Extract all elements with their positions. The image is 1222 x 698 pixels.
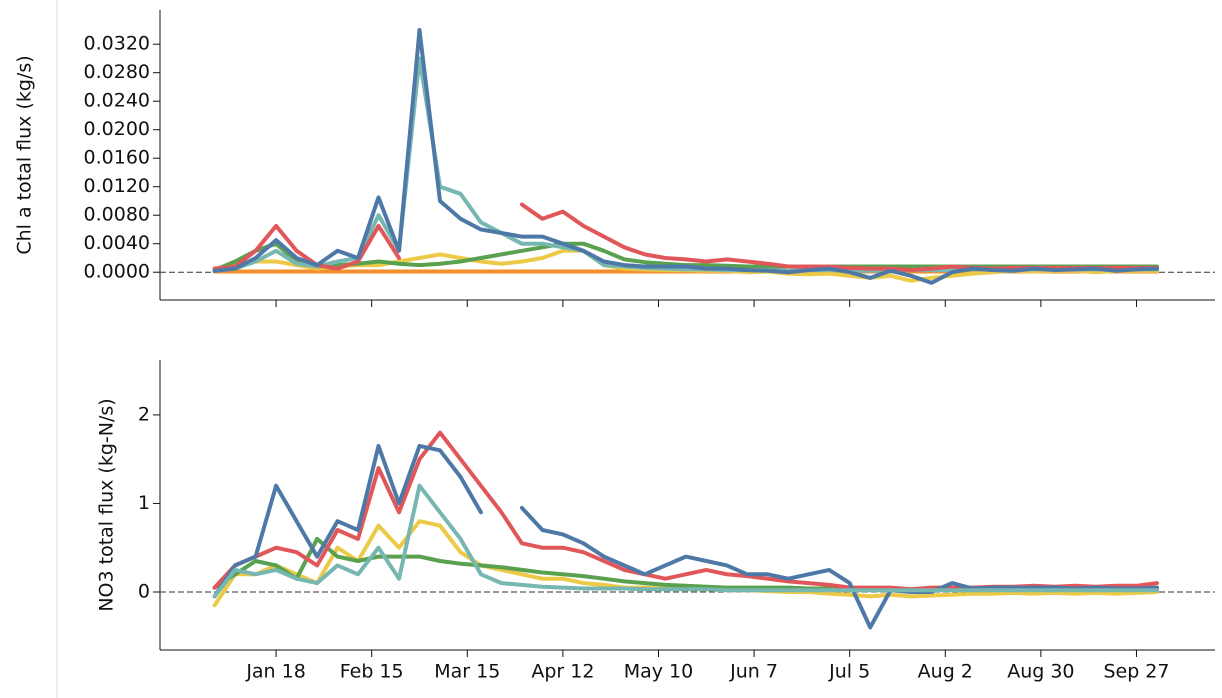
- y-tick-label: 0: [138, 581, 150, 603]
- series-line: [212, 430, 1159, 592]
- series-line: [212, 443, 1159, 630]
- x-tick-label: Feb 15: [340, 661, 404, 683]
- y-tick-label: 0.0160: [84, 147, 150, 169]
- x-tick-label: Mar 15: [434, 661, 500, 683]
- y-tick-label: 0.0280: [84, 61, 150, 83]
- x-tick-label: Sep 27: [1103, 661, 1169, 683]
- x-tick-label: Jul 5: [828, 661, 870, 683]
- series-line: [212, 202, 1159, 273]
- y-axis-label: Chl a total flux (kg/s): [14, 55, 36, 254]
- y-tick-label: 2: [138, 403, 150, 425]
- x-tick-label: Apr 12: [531, 661, 594, 683]
- y-tick-label: 1: [138, 492, 150, 514]
- y-tick-label: 0.0040: [84, 232, 150, 254]
- y-tick-label: 0.0120: [84, 175, 150, 197]
- y-tick-label: 0.0000: [84, 261, 150, 283]
- x-tick-label: Aug 30: [1007, 661, 1074, 683]
- series-line: [212, 56, 1159, 273]
- x-tick-label: Jan 18: [245, 661, 306, 683]
- series-line: [212, 519, 1159, 608]
- y-tick-label: 0.0200: [84, 118, 150, 140]
- y-tick-label: 0.0080: [84, 204, 150, 226]
- y-tick-label: 0.0320: [84, 33, 150, 55]
- x-tick-label: May 10: [624, 661, 694, 683]
- x-tick-label: Aug 2: [918, 661, 973, 683]
- y-axis-label: NO3 total flux (kg-N/s): [96, 398, 118, 611]
- series-line: [212, 536, 1159, 592]
- y-tick-label: 0.0240: [84, 90, 150, 112]
- x-tick-label: Jun 7: [729, 661, 778, 683]
- series-line: [212, 483, 1159, 599]
- series-line: [212, 28, 1159, 285]
